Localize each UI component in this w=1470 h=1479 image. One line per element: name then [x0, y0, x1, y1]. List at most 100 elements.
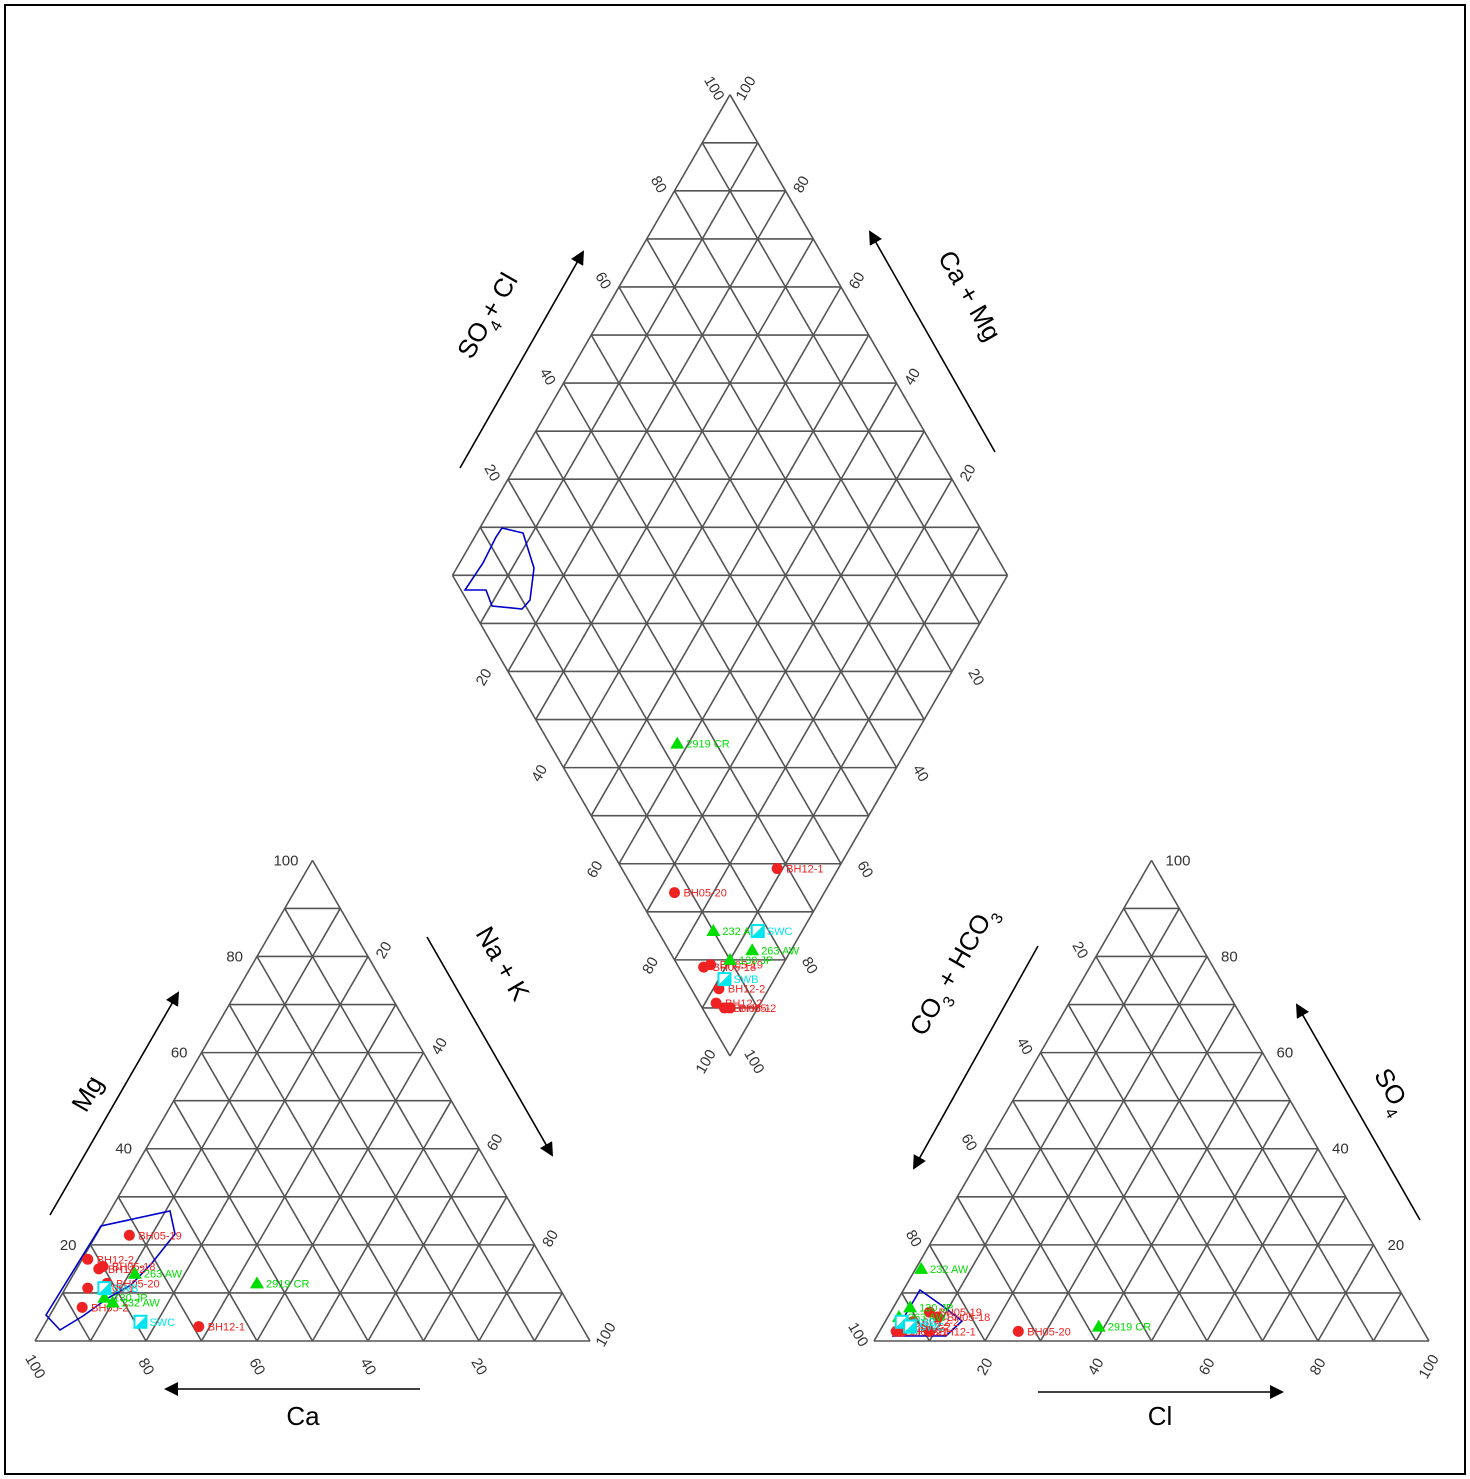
sample-bh05-19-anion-marker [924, 1306, 935, 1318]
sample-bh12-2-cation-label: BH12-2 [97, 1254, 134, 1266]
sample-swb-diamond-label: SWB [733, 974, 758, 986]
cation-gridline [173, 1100, 314, 1342]
anion-gridline [1039, 1004, 1236, 1342]
anion-gridline [1261, 1196, 1347, 1342]
diamond-lower-left-tick-label: 80 [639, 954, 662, 977]
mg-tick-label: 80 [226, 948, 243, 965]
na-k-tick-label: 60 [484, 1131, 507, 1154]
sample-bh05-20-cation-label: BH05-20 [116, 1278, 159, 1290]
sample-swc-diamond-marker-fill [751, 925, 764, 938]
sample-bh05-2-cation-marker [76, 1301, 88, 1313]
sample-bh12-1-diamond-marker [771, 863, 783, 875]
diamond-so4-cl-tick-label: 20 [480, 462, 503, 485]
sample-2919-cr-diamond-marker [670, 736, 685, 749]
sample-swc-anion-label: SWC [919, 1322, 945, 1334]
sample-232-aw-cation-label: 232 AW [122, 1298, 161, 1310]
diamond-lower-right-tick-label: 20 [964, 666, 987, 689]
anion-gridline [1317, 1244, 1375, 1342]
sample-232-aw-diamond-marker [706, 924, 721, 937]
sample-bh05-19-cation-label: BH05-19 [138, 1230, 181, 1242]
diamond-so4-cl-tick-label: 40 [536, 365, 559, 388]
sample-bh12-2-anion-label: BH12-2 [922, 1317, 959, 1329]
co3-hco3-arrow [913, 945, 1039, 1170]
sample-bh12-2-diamond-marker [710, 997, 722, 1009]
sample-130-jp-anion-marker [903, 1300, 918, 1313]
sample-bh05-2-cation-label: BH05-2 [91, 1302, 128, 1314]
sample-bh05-19-anion-label: BH05-19 [939, 1307, 982, 1319]
cation-envelope [44, 1210, 176, 1332]
sample-bh12-2-diamond-label: BH12-2 [728, 984, 765, 996]
sample-swb-cation-label: SWB [113, 1283, 138, 1295]
ca-axis-title: Ca [286, 1401, 320, 1431]
sample-bh05-2-diamond-label: BH05-2 [739, 1003, 776, 1015]
ca-tick-label: 20 [467, 1355, 490, 1378]
sample-bh05-20-diamond-marker [669, 887, 680, 899]
sample-2919-cr-cation-label: 2919 CR [266, 1278, 309, 1290]
grid-layer [34, 94, 1430, 1342]
diamond-so4-cl-tick-label: 60 [591, 269, 614, 292]
cation-gridline [62, 1292, 92, 1342]
na-k-tick-label: 20 [373, 939, 396, 962]
chart-frame [4, 4, 1466, 1475]
sample-bh12-1-diamond-label: BH12-1 [786, 864, 823, 876]
anion-gridline [984, 1148, 1097, 1342]
na-k-tick-label: 40 [428, 1035, 451, 1058]
ca-mg-arrow [869, 230, 996, 453]
sample-232-aw-anion-marker [914, 1261, 929, 1274]
anion-gridline [1012, 1100, 1153, 1342]
sample-bh06-1-diamond-label: BH06-1 [733, 1003, 770, 1015]
diamond-lower-right-tick-label: 80 [798, 954, 821, 977]
mg-tick-label: 20 [60, 1237, 77, 1254]
sample-swc-anion-marker-fill [904, 1320, 917, 1333]
sample-bh05-19-diamond-marker [705, 959, 717, 971]
sample-2919-cr-anion-label: 2919 CR [1108, 1322, 1151, 1334]
so4-tick-label: 60 [1277, 1045, 1294, 1062]
sample-263-aw-cation-label: 263 AW [144, 1269, 183, 1281]
cation-gridline [533, 1292, 563, 1342]
cl-tick-label: 80 [1307, 1355, 1330, 1378]
cation-gridline [367, 1148, 480, 1342]
ca-tick-label: 40 [356, 1355, 379, 1378]
diamond-lower-left-tick-label: 20 [473, 666, 496, 689]
sample-bh05-18-anion-marker [932, 1311, 944, 1323]
cl-tick-label: 20 [974, 1355, 997, 1378]
sample-bh12-1-anion-label: BH12-1 [939, 1326, 976, 1338]
cation-gridline [311, 1100, 452, 1342]
co3-hco3-tick-label: 40 [1013, 1035, 1036, 1058]
sample-bh06-1-diamond-marker [718, 1002, 730, 1014]
sample-130-jp-diamond-marker [723, 952, 737, 965]
sample-swb-diamond-marker-fill [718, 973, 731, 986]
sample-bh12-1-anion-marker [924, 1325, 935, 1337]
sample-swc-cation-marker-fill [134, 1315, 147, 1328]
mg-tick-label: 100 [273, 852, 298, 869]
sample-2919-cr-cation-marker [250, 1276, 264, 1289]
sample-130-jp-cation-marker [97, 1290, 112, 1303]
sample-bh12-2-cation-marker [82, 1253, 94, 1265]
sample-bh12-2-anion-label: BH12-2 [914, 1322, 951, 1334]
mg-tick-label: 60 [171, 1045, 188, 1062]
co3-hco3-tick-label: 20 [1068, 939, 1091, 962]
sample-points: BH05-2BH05-2BH05-2BH06-1BH06-1BH06-1BH12… [76, 736, 1151, 1338]
na-k-arrow [426, 936, 553, 1157]
anion-gridline [956, 1196, 1042, 1342]
diamond-envelope [463, 527, 535, 610]
diamond-ca-mg-tick-label: 80 [790, 173, 813, 196]
anion-gridline [1372, 1292, 1402, 1342]
so4-tick-label: 80 [1221, 948, 1238, 965]
sample-2919-cr-anion-marker [1091, 1319, 1106, 1332]
so4-arrow [1296, 1003, 1421, 1221]
diamond-lower-left-tick-label: 40 [528, 762, 551, 785]
diamond-ca-mg-tick-label: 60 [846, 269, 869, 292]
cation-gridline [117, 1196, 203, 1342]
so4-tick-label: 20 [1388, 1237, 1405, 1254]
cation-gridline [284, 908, 536, 1342]
diamond-ca-mg-tick-label: 20 [957, 462, 980, 485]
cl-tick-label: 60 [1196, 1355, 1219, 1378]
ca-tick-label: 80 [134, 1355, 157, 1378]
diamond-ca-mg-tick-label: 40 [901, 365, 924, 388]
sample-bh06-1-cation-marker [82, 1282, 94, 1294]
anion-gridline [1206, 1148, 1319, 1342]
sample-bh05-18-anion-label: BH05-18 [947, 1312, 990, 1324]
sample-bh05-20-diamond-label: BH05-20 [684, 888, 727, 900]
anion-gridline [1067, 1004, 1264, 1342]
